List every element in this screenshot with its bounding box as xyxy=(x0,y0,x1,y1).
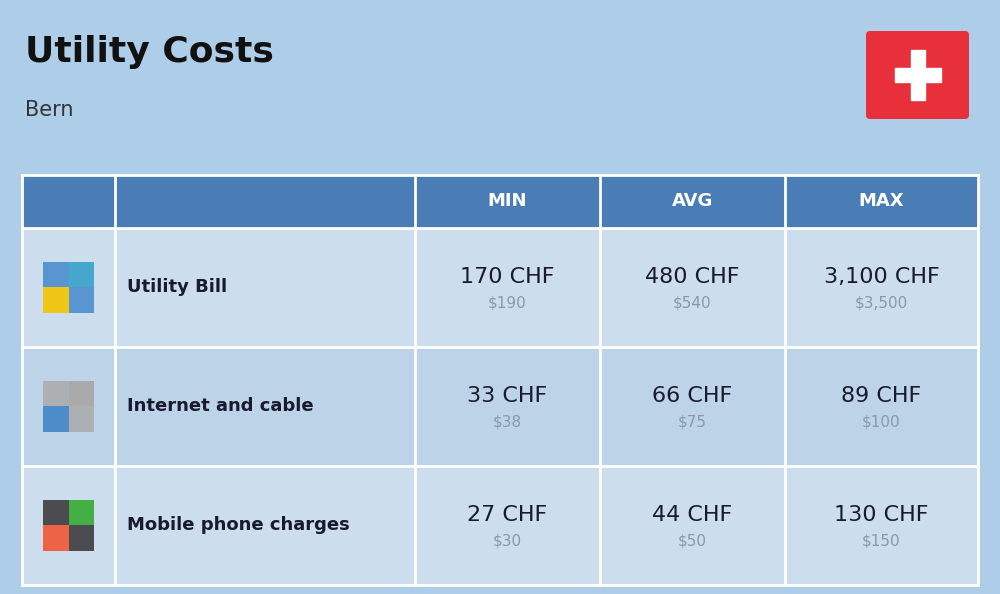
Bar xyxy=(68,261,94,287)
Bar xyxy=(43,381,94,432)
Bar xyxy=(22,175,978,228)
Text: 89 CHF: 89 CHF xyxy=(841,386,922,406)
Bar xyxy=(43,406,68,432)
Text: AVG: AVG xyxy=(672,192,713,210)
Text: $100: $100 xyxy=(862,415,901,430)
Text: $150: $150 xyxy=(862,534,901,549)
Text: $3,500: $3,500 xyxy=(855,296,908,311)
Bar xyxy=(22,228,978,347)
Bar xyxy=(895,68,940,82)
Bar xyxy=(43,526,68,551)
Text: 130 CHF: 130 CHF xyxy=(834,505,929,526)
Text: 33 CHF: 33 CHF xyxy=(467,386,548,406)
Text: $50: $50 xyxy=(678,534,707,549)
Bar xyxy=(43,261,94,312)
Text: Utility Bill: Utility Bill xyxy=(127,278,227,296)
Text: 3,100 CHF: 3,100 CHF xyxy=(824,267,939,287)
Text: 27 CHF: 27 CHF xyxy=(467,505,548,526)
Text: $30: $30 xyxy=(493,534,522,549)
Bar xyxy=(22,347,978,466)
Text: $75: $75 xyxy=(678,415,707,430)
Text: Utility Costs: Utility Costs xyxy=(25,35,274,69)
Text: MAX: MAX xyxy=(859,192,904,210)
Bar xyxy=(68,500,94,526)
Bar xyxy=(910,50,924,100)
Bar xyxy=(43,500,94,551)
FancyBboxPatch shape xyxy=(866,31,969,119)
Text: Bern: Bern xyxy=(25,100,74,120)
Bar xyxy=(43,287,68,312)
Text: 170 CHF: 170 CHF xyxy=(460,267,555,287)
Bar xyxy=(68,381,94,406)
Text: 66 CHF: 66 CHF xyxy=(652,386,733,406)
Text: 480 CHF: 480 CHF xyxy=(645,267,740,287)
Text: Mobile phone charges: Mobile phone charges xyxy=(127,517,350,535)
Text: MIN: MIN xyxy=(488,192,527,210)
Text: 44 CHF: 44 CHF xyxy=(652,505,733,526)
Text: $38: $38 xyxy=(493,415,522,430)
Text: $190: $190 xyxy=(488,296,527,311)
Text: $540: $540 xyxy=(673,296,712,311)
Bar xyxy=(22,466,978,585)
Text: Internet and cable: Internet and cable xyxy=(127,397,314,415)
